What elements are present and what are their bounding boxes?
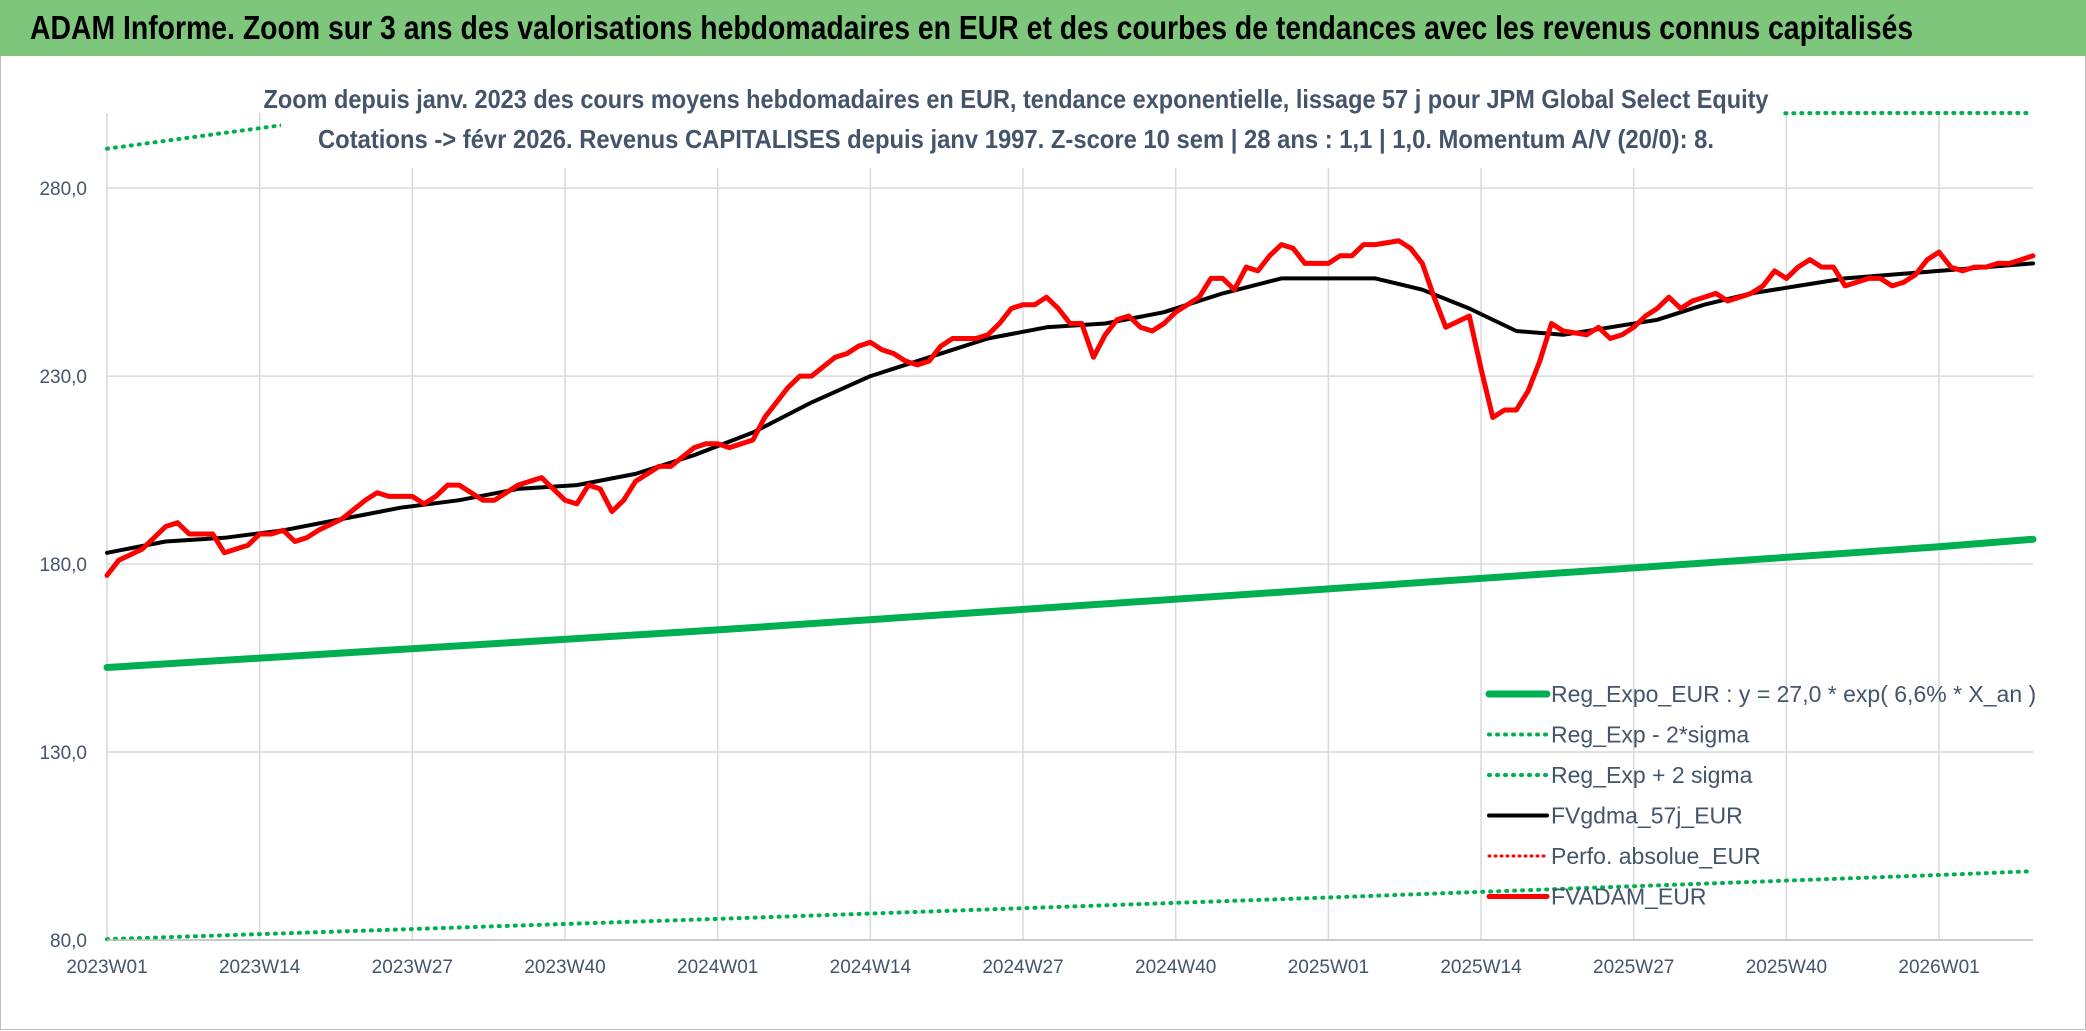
y-tick-label: 130,0 [39,743,87,764]
page-title: ADAM Informe. Zoom sur 3 ans des valoris… [30,9,1914,46]
x-tick-label: 2025W27 [1593,957,1674,978]
legend-label: Reg_Exp + 2 sigma [1551,762,1753,788]
y-tick-label: 280,0 [39,179,87,200]
chart-area: 80,0 130,0 180,0 230,0 280,0 2023W01 2023W14 20… [0,56,2086,1030]
legend-label: Perfo. absolue_EUR [1551,843,1761,869]
series-line-fvadam [104,238,2036,578]
chart-series [103,111,2037,942]
chart-axes: 80,0 130,0 180,0 230,0 280,0 2023W01 2023W14 20… [39,179,2033,978]
y-tick-label: 80,0 [50,931,87,952]
line-chart: 80,0 130,0 180,0 230,0 280,0 2023W01 2023W14 20… [39,56,2037,978]
series-line-sigma-minus [105,869,2035,942]
x-tick-label: 2024W01 [677,957,758,978]
x-tick-label: 2023W01 [66,957,147,978]
series-line-fvgdma [105,261,2035,555]
x-tick-label: 2025W14 [1440,957,1522,978]
legend-label: FVADAM_EUR [1551,884,1707,910]
x-tick-label: 2025W01 [1288,957,1369,978]
chart-title: Zoom depuis janv. 2023 des cours moyens … [264,84,1769,114]
series-line-sigma-plus [105,111,2035,151]
legend-label: Reg_Exp - 2*sigma [1551,722,1749,748]
legend-label: Reg_Expo_EUR : y = 27,0 * exp( 6,6% * X_… [1551,681,2036,707]
x-tick-label: 2023W27 [372,957,453,978]
header-banner: ADAM Informe. Zoom sur 3 ans des valoris… [0,0,2086,58]
legend-label: FVgdma_57j_EUR [1551,803,1743,829]
chart-legend: Reg_Expo_EUR : y = 27,0 * exp( 6,6% * X_… [1485,681,2036,910]
chart-grid [106,113,2033,941]
x-tick-label: 2023W14 [219,957,301,978]
x-tick-label: 2024W27 [982,957,1063,978]
x-tick-label: 2023W40 [524,957,605,978]
series-line-reg-expo [103,535,2037,671]
chart-titles: Zoom depuis janv. 2023 des cours moyens … [264,56,1781,168]
chart-subtitle: Cotations -> févr 2026. Revenus CAPITALI… [318,124,1714,154]
x-tick-label: 2024W14 [830,957,912,978]
y-tick-label: 180,0 [39,555,87,576]
x-tick-label: 2026W01 [1898,957,1979,978]
x-tick-label: 2024W40 [1135,957,1216,978]
x-tick-label: 2025W40 [1746,957,1827,978]
y-tick-label: 230,0 [39,367,87,388]
